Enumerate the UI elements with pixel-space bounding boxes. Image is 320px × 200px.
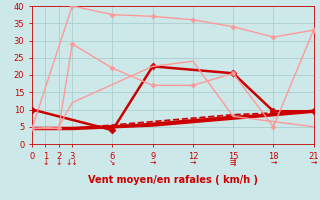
Text: →: →: [190, 158, 196, 167]
Text: →: →: [149, 158, 156, 167]
Text: →: →: [310, 158, 317, 167]
Text: ↓: ↓: [42, 158, 49, 167]
Text: ↓: ↓: [56, 158, 62, 167]
Text: ⇶: ⇶: [230, 158, 236, 167]
X-axis label: Vent moyen/en rafales ( km/h ): Vent moyen/en rafales ( km/h ): [88, 175, 258, 185]
Text: ↘: ↘: [109, 158, 116, 167]
Text: ↓↓: ↓↓: [66, 158, 79, 167]
Text: →: →: [270, 158, 276, 167]
